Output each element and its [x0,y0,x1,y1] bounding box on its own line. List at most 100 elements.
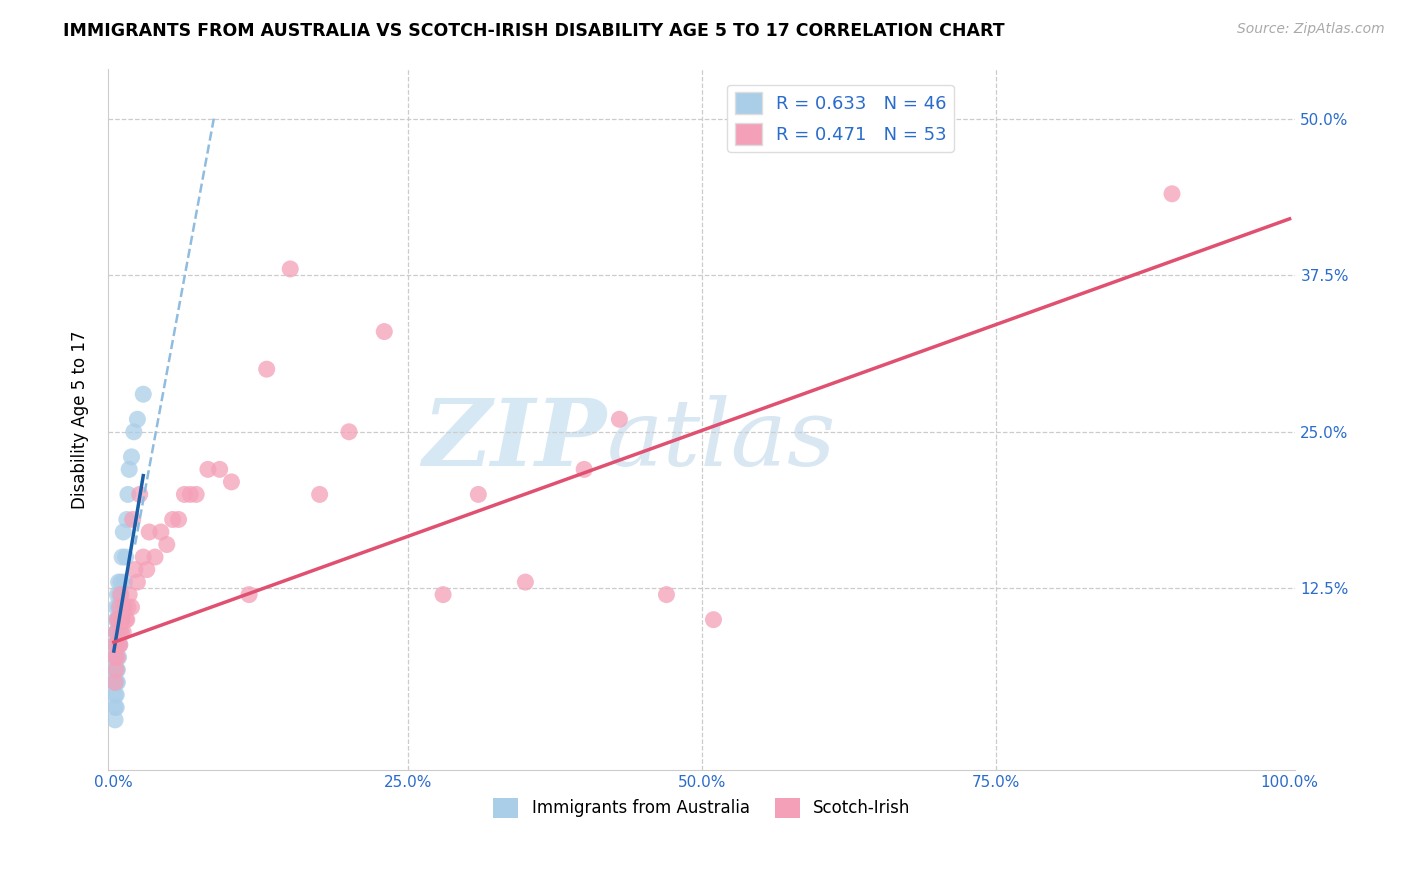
Point [373,325,395,339]
Point [110,625,132,640]
Point [117,487,139,501]
Point [278,262,301,277]
Point [238,588,260,602]
Point [702,613,724,627]
Point [104,713,127,727]
Point [108,638,131,652]
Point [132,549,155,564]
Point [128,487,150,501]
Point [256,362,278,376]
Point [149,524,172,539]
Point [107,600,129,615]
Point [104,675,127,690]
Point [105,663,128,677]
Point [110,575,132,590]
Point [105,675,128,690]
Point [609,412,631,426]
Point [104,663,127,677]
Point [655,588,678,602]
Point [115,512,138,526]
Point [118,588,141,602]
Point [432,588,454,602]
Point [117,600,139,615]
Point [108,600,131,615]
Point [135,563,157,577]
Point [112,625,135,640]
Point [114,613,136,627]
Point [107,613,129,627]
Point [108,638,131,652]
Point [105,588,128,602]
Point [156,537,179,551]
Point [104,663,127,677]
Point [121,512,143,526]
Point [105,663,128,677]
Point [124,563,146,577]
Point [167,512,190,526]
Point [111,613,134,627]
Point [118,462,141,476]
Point [1161,186,1184,201]
Point [105,625,128,640]
Point [208,462,231,476]
Point [108,588,131,602]
Point [104,700,127,714]
Point [173,487,195,501]
Point [105,650,128,665]
Text: IMMIGRANTS FROM AUSTRALIA VS SCOTCH-IRISH DISABILITY AGE 5 TO 17 CORRELATION CHA: IMMIGRANTS FROM AUSTRALIA VS SCOTCH-IRIS… [63,22,1005,40]
Point [105,613,128,627]
Point [104,675,127,690]
Point [108,613,131,627]
Point [515,575,537,590]
Point [105,613,128,627]
Point [110,588,132,602]
Point [132,387,155,401]
Point [112,524,135,539]
Legend: Immigrants from Australia, Scotch-Irish: Immigrants from Australia, Scotch-Irish [486,791,917,825]
Point [104,638,127,652]
Point [114,549,136,564]
Y-axis label: Disability Age 5 to 17: Disability Age 5 to 17 [72,330,89,508]
Point [337,425,360,439]
Point [467,487,489,501]
Point [105,625,128,640]
Point [107,575,129,590]
Text: atlas: atlas [607,395,837,485]
Point [112,600,135,615]
Point [162,512,184,526]
Point [105,675,128,690]
Text: ZIP: ZIP [422,395,607,485]
Point [143,549,166,564]
Point [105,613,128,627]
Point [572,462,595,476]
Point [110,625,132,640]
Point [179,487,201,501]
Point [107,625,129,640]
Point [105,700,128,714]
Point [105,625,128,640]
Point [115,613,138,627]
Point [197,462,219,476]
Point [105,650,128,665]
Text: Source: ZipAtlas.com: Source: ZipAtlas.com [1237,22,1385,37]
Point [308,487,330,501]
Point [186,487,208,501]
Point [105,663,128,677]
Point [104,650,127,665]
Point [105,638,128,652]
Point [104,688,127,702]
Point [104,638,127,652]
Point [105,600,128,615]
Point [107,638,129,652]
Point [111,613,134,627]
Point [121,450,143,464]
Point [114,575,136,590]
Point [138,524,160,539]
Point [114,600,136,615]
Point [104,675,127,690]
Point [111,549,134,564]
Point [127,412,149,426]
Point [122,425,145,439]
Point [107,650,129,665]
Point [121,600,143,615]
